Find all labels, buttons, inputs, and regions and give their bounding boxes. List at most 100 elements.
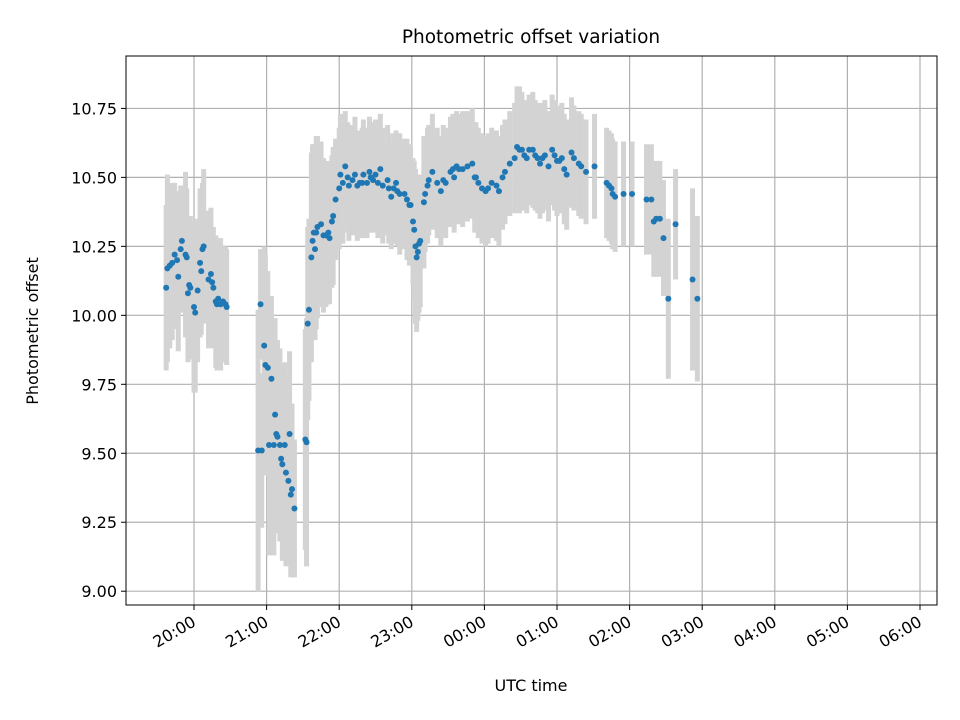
data-point <box>332 196 339 203</box>
data-point <box>384 177 391 184</box>
data-point <box>568 149 575 156</box>
data-point <box>417 237 424 244</box>
data-point <box>437 188 444 195</box>
data-point <box>291 505 298 512</box>
y-tick-label: 10.25 <box>71 237 117 256</box>
data-point <box>451 174 458 181</box>
data-point <box>422 190 429 197</box>
data-point <box>264 364 271 371</box>
data-point <box>285 477 292 484</box>
data-point <box>328 218 335 225</box>
data-point <box>278 455 285 462</box>
data-point <box>257 301 264 308</box>
data-point <box>388 193 395 200</box>
y-tick-label: 9.50 <box>81 444 117 463</box>
data-point <box>326 235 333 242</box>
data-point <box>215 295 222 302</box>
data-point <box>393 179 400 186</box>
data-point <box>336 185 343 192</box>
data-point <box>665 295 672 302</box>
data-point <box>312 246 318 253</box>
data-points <box>163 144 701 512</box>
data-point <box>282 469 289 476</box>
y-tick-label: 9.25 <box>81 513 117 532</box>
data-point <box>374 179 381 186</box>
data-point <box>309 237 316 244</box>
data-point <box>424 182 431 189</box>
data-point <box>413 254 420 261</box>
data-point <box>342 163 349 170</box>
data-point <box>304 320 311 327</box>
data-point <box>287 491 294 498</box>
x-axis-label: UTC time <box>495 676 568 695</box>
data-point <box>545 163 552 170</box>
data-point <box>612 193 619 200</box>
data-point <box>660 235 667 242</box>
data-point <box>499 174 506 181</box>
plot-frame <box>125 55 938 606</box>
data-point <box>274 433 281 440</box>
data-point <box>656 215 663 222</box>
data-point <box>197 259 204 266</box>
data-point <box>200 243 207 250</box>
data-point <box>266 441 273 448</box>
data-point <box>286 430 293 437</box>
data-point <box>183 254 190 261</box>
data-point <box>198 268 205 275</box>
data-point <box>184 290 191 297</box>
data-point <box>506 160 513 167</box>
data-point <box>194 287 201 294</box>
data-point <box>270 441 277 448</box>
y-tick-label: 10.50 <box>71 168 117 187</box>
data-point <box>475 179 482 186</box>
data-point <box>187 284 194 291</box>
data-point <box>396 190 403 197</box>
data-point <box>339 179 346 186</box>
data-point <box>345 182 352 189</box>
data-point <box>401 190 408 197</box>
data-point <box>488 179 495 186</box>
data-point <box>359 179 366 186</box>
data-point <box>279 461 286 468</box>
y-axis-ticks: 9.00 9.25 9.50 9.75 10.00 10.25 10.50 10.75 <box>71 99 126 601</box>
data-point <box>469 160 476 167</box>
data-point <box>558 155 565 162</box>
data-point <box>529 146 536 153</box>
data-point <box>434 179 441 186</box>
data-point <box>209 279 216 286</box>
data-point <box>570 155 577 162</box>
data-point <box>407 201 414 208</box>
data-point <box>268 375 275 382</box>
data-point <box>442 179 449 186</box>
data-point <box>578 163 585 170</box>
chart-title: Photometric offset variation <box>402 27 660 48</box>
data-point <box>541 152 548 159</box>
data-point <box>191 304 197 311</box>
data-point <box>272 411 279 418</box>
data-point <box>289 486 296 493</box>
data-point <box>281 441 288 448</box>
y-tick-label: 9.00 <box>81 582 117 601</box>
data-point <box>308 254 315 261</box>
data-point <box>518 146 525 153</box>
data-point <box>608 185 615 192</box>
data-point <box>549 146 556 153</box>
data-point <box>403 196 410 203</box>
data-point <box>648 196 655 203</box>
data-point <box>561 166 568 173</box>
y-tick-label: 9.75 <box>81 375 117 394</box>
data-point <box>261 342 268 349</box>
data-point <box>501 168 508 175</box>
data-point <box>303 439 310 446</box>
data-point <box>174 257 181 264</box>
y-tick-label: 10.75 <box>71 99 117 118</box>
data-point <box>305 306 312 313</box>
data-point <box>385 185 392 192</box>
data-point <box>425 177 432 184</box>
data-point <box>537 160 544 167</box>
y-axis-label: Photometric offset <box>23 257 42 405</box>
data-point <box>591 163 598 170</box>
data-point <box>464 163 471 170</box>
data-point <box>163 284 170 291</box>
